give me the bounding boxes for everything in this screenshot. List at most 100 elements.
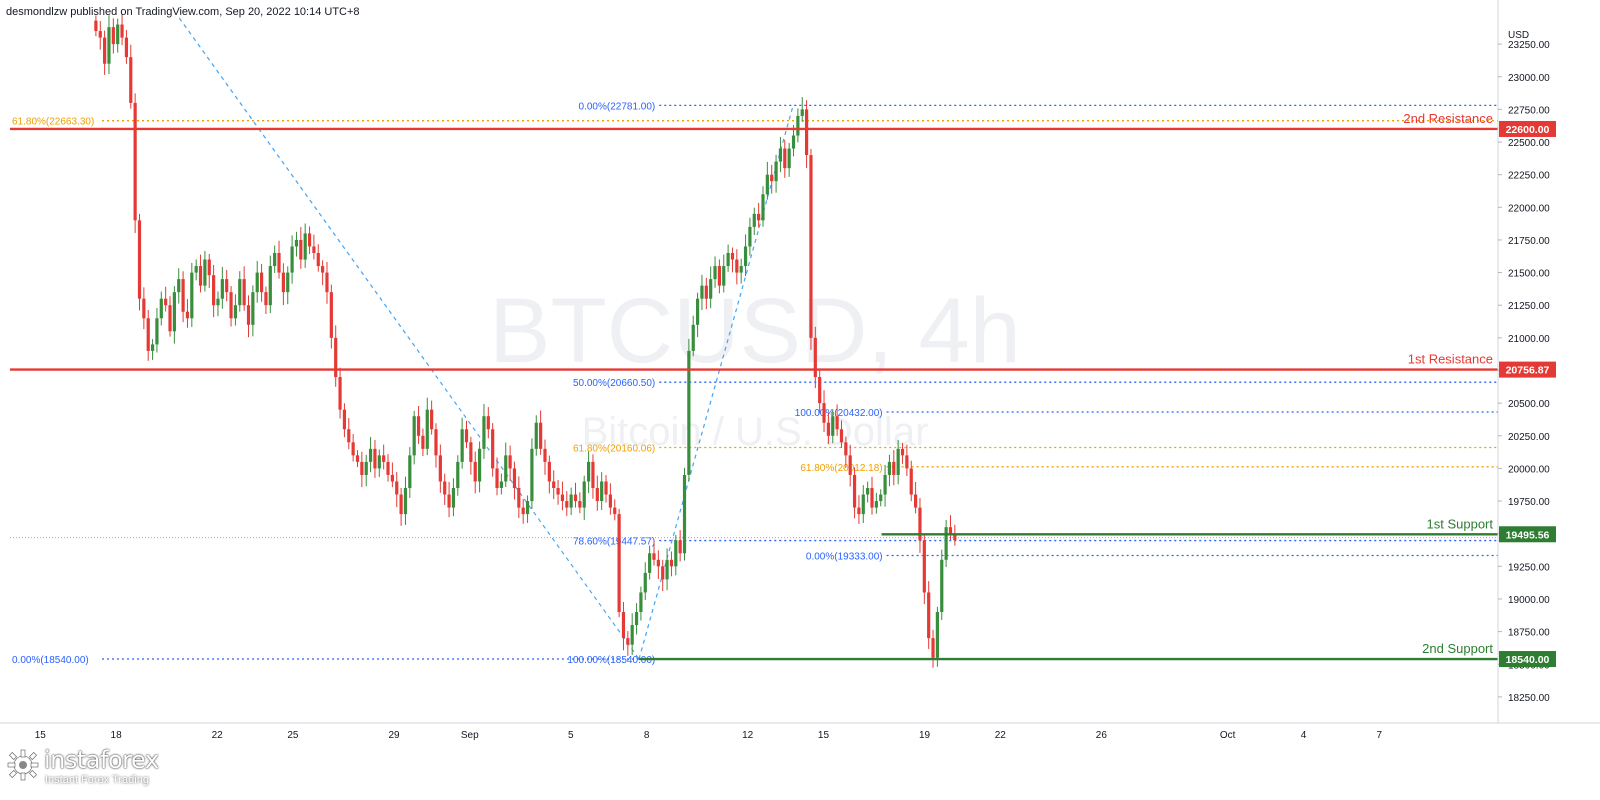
candle-body (735, 259, 739, 273)
y-tick-label: 20500.00 (1508, 399, 1550, 410)
y-tick-label: 20000.00 (1508, 464, 1550, 475)
x-tick-label: 22 (995, 730, 1007, 741)
candle-body (573, 494, 578, 502)
candle-body (403, 488, 408, 515)
candle-body (665, 559, 669, 580)
candle-body (316, 253, 320, 267)
candle-body (491, 429, 495, 469)
candle-body (608, 494, 612, 508)
fib-level-label: 61.80%(22663.30) (12, 117, 94, 128)
y-tick-label: 19000.00 (1508, 595, 1550, 606)
candle-body (818, 377, 822, 404)
candle-body (826, 422, 830, 436)
candle-body (709, 279, 713, 299)
y-tick-label: 22500.00 (1508, 138, 1550, 149)
fib-level-label: 78.60%(19447.57) (573, 537, 655, 548)
candle-body (129, 57, 133, 103)
candle-body (207, 259, 211, 276)
candle-body (238, 279, 242, 306)
candle-body (434, 429, 438, 456)
x-tick-label: 5 (568, 730, 574, 741)
candle-body (469, 442, 473, 462)
candle-body (534, 422, 538, 449)
level-name: 1st Resistance (1408, 352, 1493, 367)
y-tick-label: 19750.00 (1508, 497, 1550, 508)
candle-body (687, 350, 691, 475)
candle-body (259, 272, 264, 293)
candle-body (656, 559, 660, 567)
candle-body (739, 266, 743, 273)
candle-body (678, 540, 682, 554)
candle-body (386, 461, 390, 475)
candle-body (883, 474, 887, 495)
candle-body (578, 501, 582, 508)
candle-body (643, 572, 647, 593)
candle-body (373, 448, 377, 469)
candle-body (198, 266, 203, 286)
candle-body (922, 540, 926, 593)
candle-body (120, 24, 124, 38)
candle-body (312, 246, 316, 253)
candle-body (512, 468, 517, 488)
candle-body (342, 409, 347, 430)
candle-body (770, 174, 774, 182)
candle-body (294, 239, 299, 247)
candle-body (931, 638, 935, 658)
y-tick-label: 22250.00 (1508, 171, 1550, 182)
candle-body (674, 540, 678, 567)
y-tick-label: 20250.00 (1508, 432, 1550, 443)
y-tick-label: 21750.00 (1508, 236, 1550, 247)
candle-body (421, 435, 425, 449)
candle-body (477, 448, 482, 482)
candle-body (229, 292, 233, 319)
candle-body (438, 455, 442, 482)
candle-body (329, 292, 333, 338)
candle-body (940, 559, 944, 613)
candle-body (150, 344, 155, 351)
level-name: 2nd Support (1422, 641, 1493, 656)
candle-body (246, 305, 251, 325)
fib-level-label: 61.80%(20160.06) (573, 444, 655, 455)
y-tick-label: 22750.00 (1508, 105, 1550, 116)
candle-body (835, 416, 839, 430)
x-tick-label: 25 (287, 730, 299, 741)
y-tick-label: 23250.00 (1508, 40, 1550, 51)
candle-body (914, 494, 918, 508)
candle-body (796, 115, 800, 136)
candle-body (360, 461, 364, 475)
candle-body (617, 514, 621, 613)
candle-body (177, 279, 181, 293)
candle-body (456, 461, 460, 488)
y-tick-label: 22000.00 (1508, 203, 1550, 214)
candle-body (669, 559, 674, 567)
candle-body (547, 461, 551, 482)
candle-body (935, 612, 940, 658)
candle-body (347, 429, 351, 443)
x-tick-label: 4 (1301, 730, 1307, 741)
candle-body (194, 266, 198, 273)
candle-body (543, 448, 547, 462)
candle-body (831, 416, 835, 436)
candle-body (286, 272, 290, 293)
candle-body (116, 24, 120, 45)
candle-body (552, 481, 556, 488)
trendline (178, 17, 640, 660)
candle-body (582, 481, 586, 508)
candle-body (800, 109, 804, 116)
candle-body (652, 553, 656, 560)
candle-body (103, 37, 107, 64)
brand-name: instaforex (44, 746, 159, 774)
fib-level-label: 100.00%(18540.00) (567, 655, 655, 666)
y-tick-label: 18750.00 (1508, 628, 1550, 639)
candle-body (804, 109, 809, 156)
fib-level-label: 0.00%(18540.00) (12, 655, 89, 666)
candle-body (220, 279, 224, 299)
candle-body (874, 501, 878, 508)
candle-body (600, 481, 604, 502)
candle-body (338, 377, 342, 410)
candle-body (185, 311, 190, 319)
candle-body (953, 533, 957, 541)
brand-tagline: Instant Forex Trading (45, 774, 149, 786)
